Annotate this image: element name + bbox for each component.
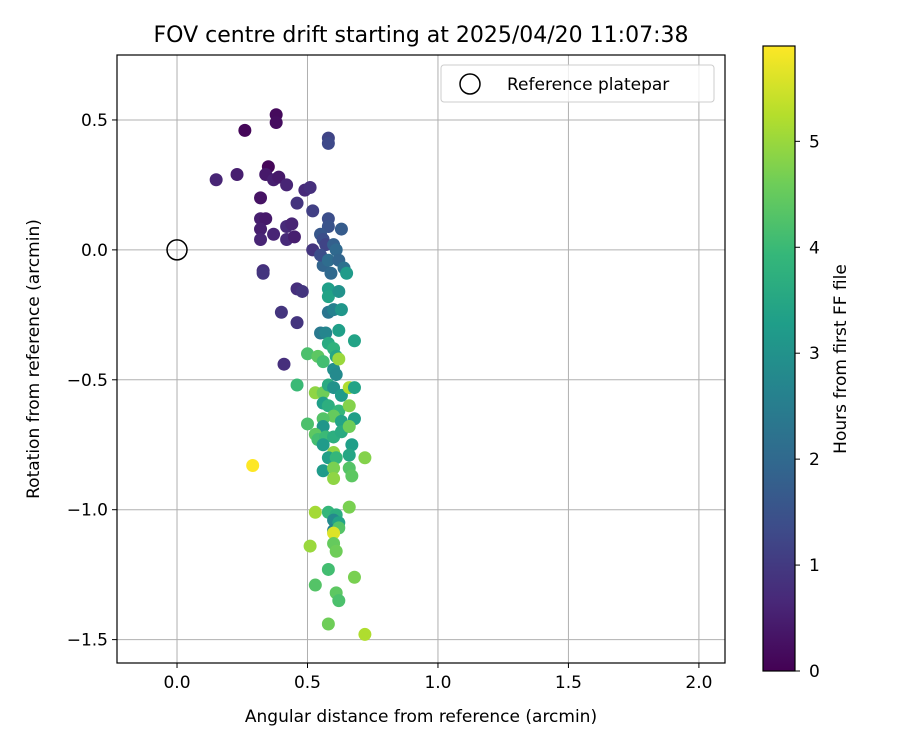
data-point — [254, 222, 268, 236]
colorbar-label: Hours from first FF file — [831, 264, 851, 454]
y-tick-label: −1.0 — [67, 501, 108, 521]
data-point — [230, 168, 244, 182]
data-point — [342, 500, 356, 514]
data-point — [308, 578, 322, 592]
data-point — [295, 284, 309, 298]
x-axis-label: Angular distance from reference (arcmin) — [245, 707, 597, 727]
data-point — [256, 266, 270, 280]
colorbar-tick-label: 1 — [809, 556, 820, 576]
data-point — [238, 123, 252, 137]
data-point — [274, 305, 288, 319]
data-point — [316, 355, 330, 369]
data-point — [209, 173, 223, 187]
x-tick-label: 2.0 — [685, 673, 712, 693]
data-point — [254, 191, 268, 205]
legend-box — [440, 64, 715, 103]
data-point — [321, 399, 335, 413]
y-tick-label: 0.0 — [81, 241, 108, 261]
y-tick-label: −0.5 — [67, 371, 108, 391]
data-point — [332, 284, 346, 298]
data-point — [329, 368, 343, 382]
data-point — [306, 204, 320, 218]
data-point — [327, 472, 341, 486]
y-axis-label: Rotation from reference (arcmin) — [24, 219, 44, 499]
data-point — [290, 316, 304, 330]
data-point — [342, 420, 356, 434]
data-point — [316, 464, 330, 478]
points-layer — [209, 108, 372, 641]
data-point — [285, 217, 299, 231]
data-point — [329, 243, 343, 257]
data-point — [308, 505, 322, 519]
y-tick-label: −1.5 — [67, 631, 108, 651]
data-point — [267, 227, 281, 241]
colorbar-ticks: 0 1 2 3 4 5 — [795, 132, 820, 682]
data-point — [254, 232, 268, 246]
data-point — [342, 448, 356, 462]
data-point — [327, 461, 341, 475]
data-point — [321, 290, 335, 304]
data-point — [321, 253, 335, 267]
y-tick-label: 0.5 — [81, 111, 108, 131]
data-point — [345, 469, 359, 483]
data-point — [340, 266, 354, 280]
data-point — [300, 347, 314, 361]
data-point — [303, 181, 317, 195]
data-point — [358, 451, 372, 465]
plot-frame — [116, 54, 726, 664]
data-point — [290, 196, 304, 210]
x-tick-label: 0.5 — [294, 673, 321, 693]
data-point — [334, 222, 348, 236]
data-point — [316, 438, 330, 452]
data-point — [345, 438, 359, 452]
colorbar-tick-label: 2 — [809, 450, 820, 470]
data-point — [342, 399, 356, 413]
data-point — [327, 526, 341, 540]
data-point — [287, 230, 301, 244]
y-ticks: 0.5 0.0 −0.5 −1.0 −1.5 — [67, 111, 117, 651]
chart-title: FOV centre drift starting at 2025/04/20 … — [154, 23, 689, 48]
colorbar: 0 1 2 3 4 5 Hours from first FF file — [762, 45, 851, 682]
data-point — [269, 116, 283, 130]
colorbar-tick-label: 5 — [809, 132, 820, 152]
data-point — [347, 570, 361, 584]
data-point — [300, 417, 314, 431]
data-point — [329, 451, 343, 465]
legend-label-reference-platepar: Reference platepar — [507, 75, 669, 95]
data-point — [321, 617, 335, 631]
legend: Reference platepar — [440, 64, 715, 103]
legend-reference-marker — [459, 73, 481, 95]
data-point — [332, 352, 346, 366]
data-point — [277, 357, 291, 371]
data-point — [334, 303, 348, 317]
data-point — [321, 562, 335, 576]
data-point — [303, 539, 317, 553]
data-point — [280, 178, 294, 192]
data-point — [259, 212, 273, 226]
data-point — [332, 594, 346, 608]
x-tick-label: 1.5 — [555, 673, 582, 693]
data-point — [324, 266, 338, 280]
data-point — [329, 544, 343, 558]
data-point — [246, 459, 260, 473]
colorbar-gradient — [762, 45, 796, 672]
reference-layer — [166, 239, 188, 261]
colorbar-tick-label: 4 — [809, 238, 820, 258]
x-tick-label: 0.0 — [163, 673, 190, 693]
data-point — [290, 378, 304, 392]
reference-platepar-marker — [166, 239, 188, 261]
data-point — [347, 381, 361, 395]
data-point — [347, 334, 361, 348]
x-ticks: 0.0 0.5 1.0 1.5 2.0 — [163, 663, 712, 693]
data-point — [332, 323, 346, 337]
colorbar-tick-label: 0 — [809, 662, 820, 682]
data-point — [358, 627, 372, 641]
data-point — [319, 326, 333, 340]
colorbar-tick-label: 3 — [809, 344, 820, 364]
x-tick-label: 1.0 — [424, 673, 451, 693]
data-point — [321, 136, 335, 150]
